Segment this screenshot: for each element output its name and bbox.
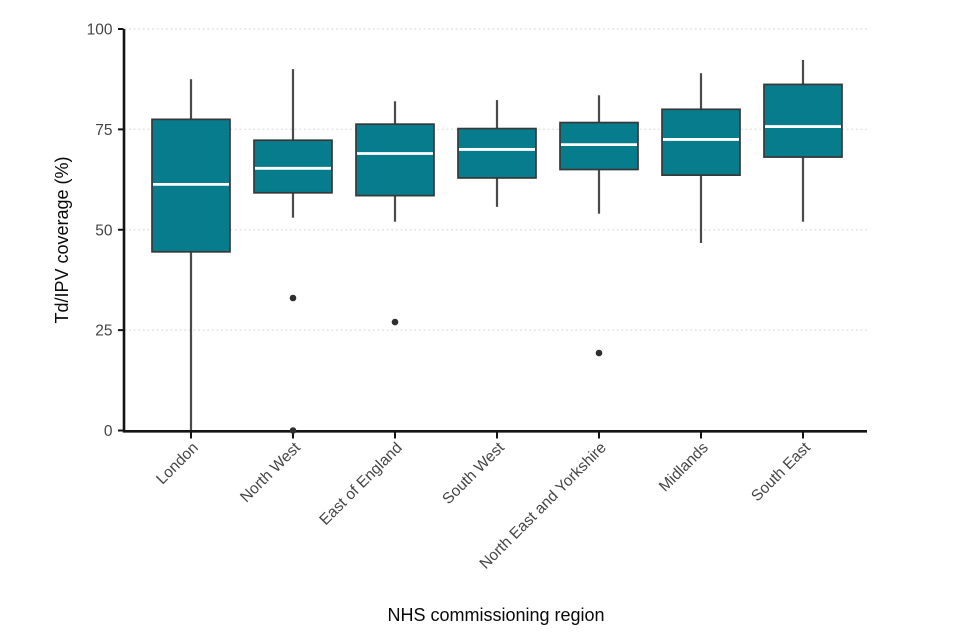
box-east-of-england [355, 123, 435, 197]
x-tick-label-midlands: Midlands [656, 439, 712, 495]
box-north-west [253, 139, 333, 194]
x-tick-label-south-east: South East [748, 439, 814, 505]
y-axis-title: Td/IPV coverage (%) [52, 156, 72, 323]
plot-area: 0 25 50 75 100 London North West East of Englan… [87, 22, 867, 573]
box-south-west [457, 127, 537, 179]
box-south-east [763, 83, 843, 158]
y-tick-label-100: 100 [87, 22, 113, 39]
box-midlands [661, 108, 741, 176]
outlier-east-of-england-0 [391, 318, 399, 326]
x-tick-label-north-west: North West [237, 439, 304, 506]
outlier-north-west-0 [289, 294, 297, 302]
y-tick-label-0: 0 [104, 423, 113, 440]
outlier-north-east-and-yorkshire-0 [595, 349, 603, 357]
outlier-north-west-1 [289, 427, 297, 434]
y-tick-label-75: 75 [95, 122, 112, 139]
x-axis-title: NHS commissioning region [387, 605, 604, 625]
x-tick-label-london: London [153, 439, 202, 488]
y-tick-label-25: 25 [95, 323, 112, 340]
box-north-east-and-yorkshire [559, 121, 639, 171]
x-tick-label-east-of-england: East of England [316, 439, 405, 528]
x-tick-label-south-west: South West [439, 439, 508, 508]
y-tick-label-50: 50 [95, 222, 113, 239]
